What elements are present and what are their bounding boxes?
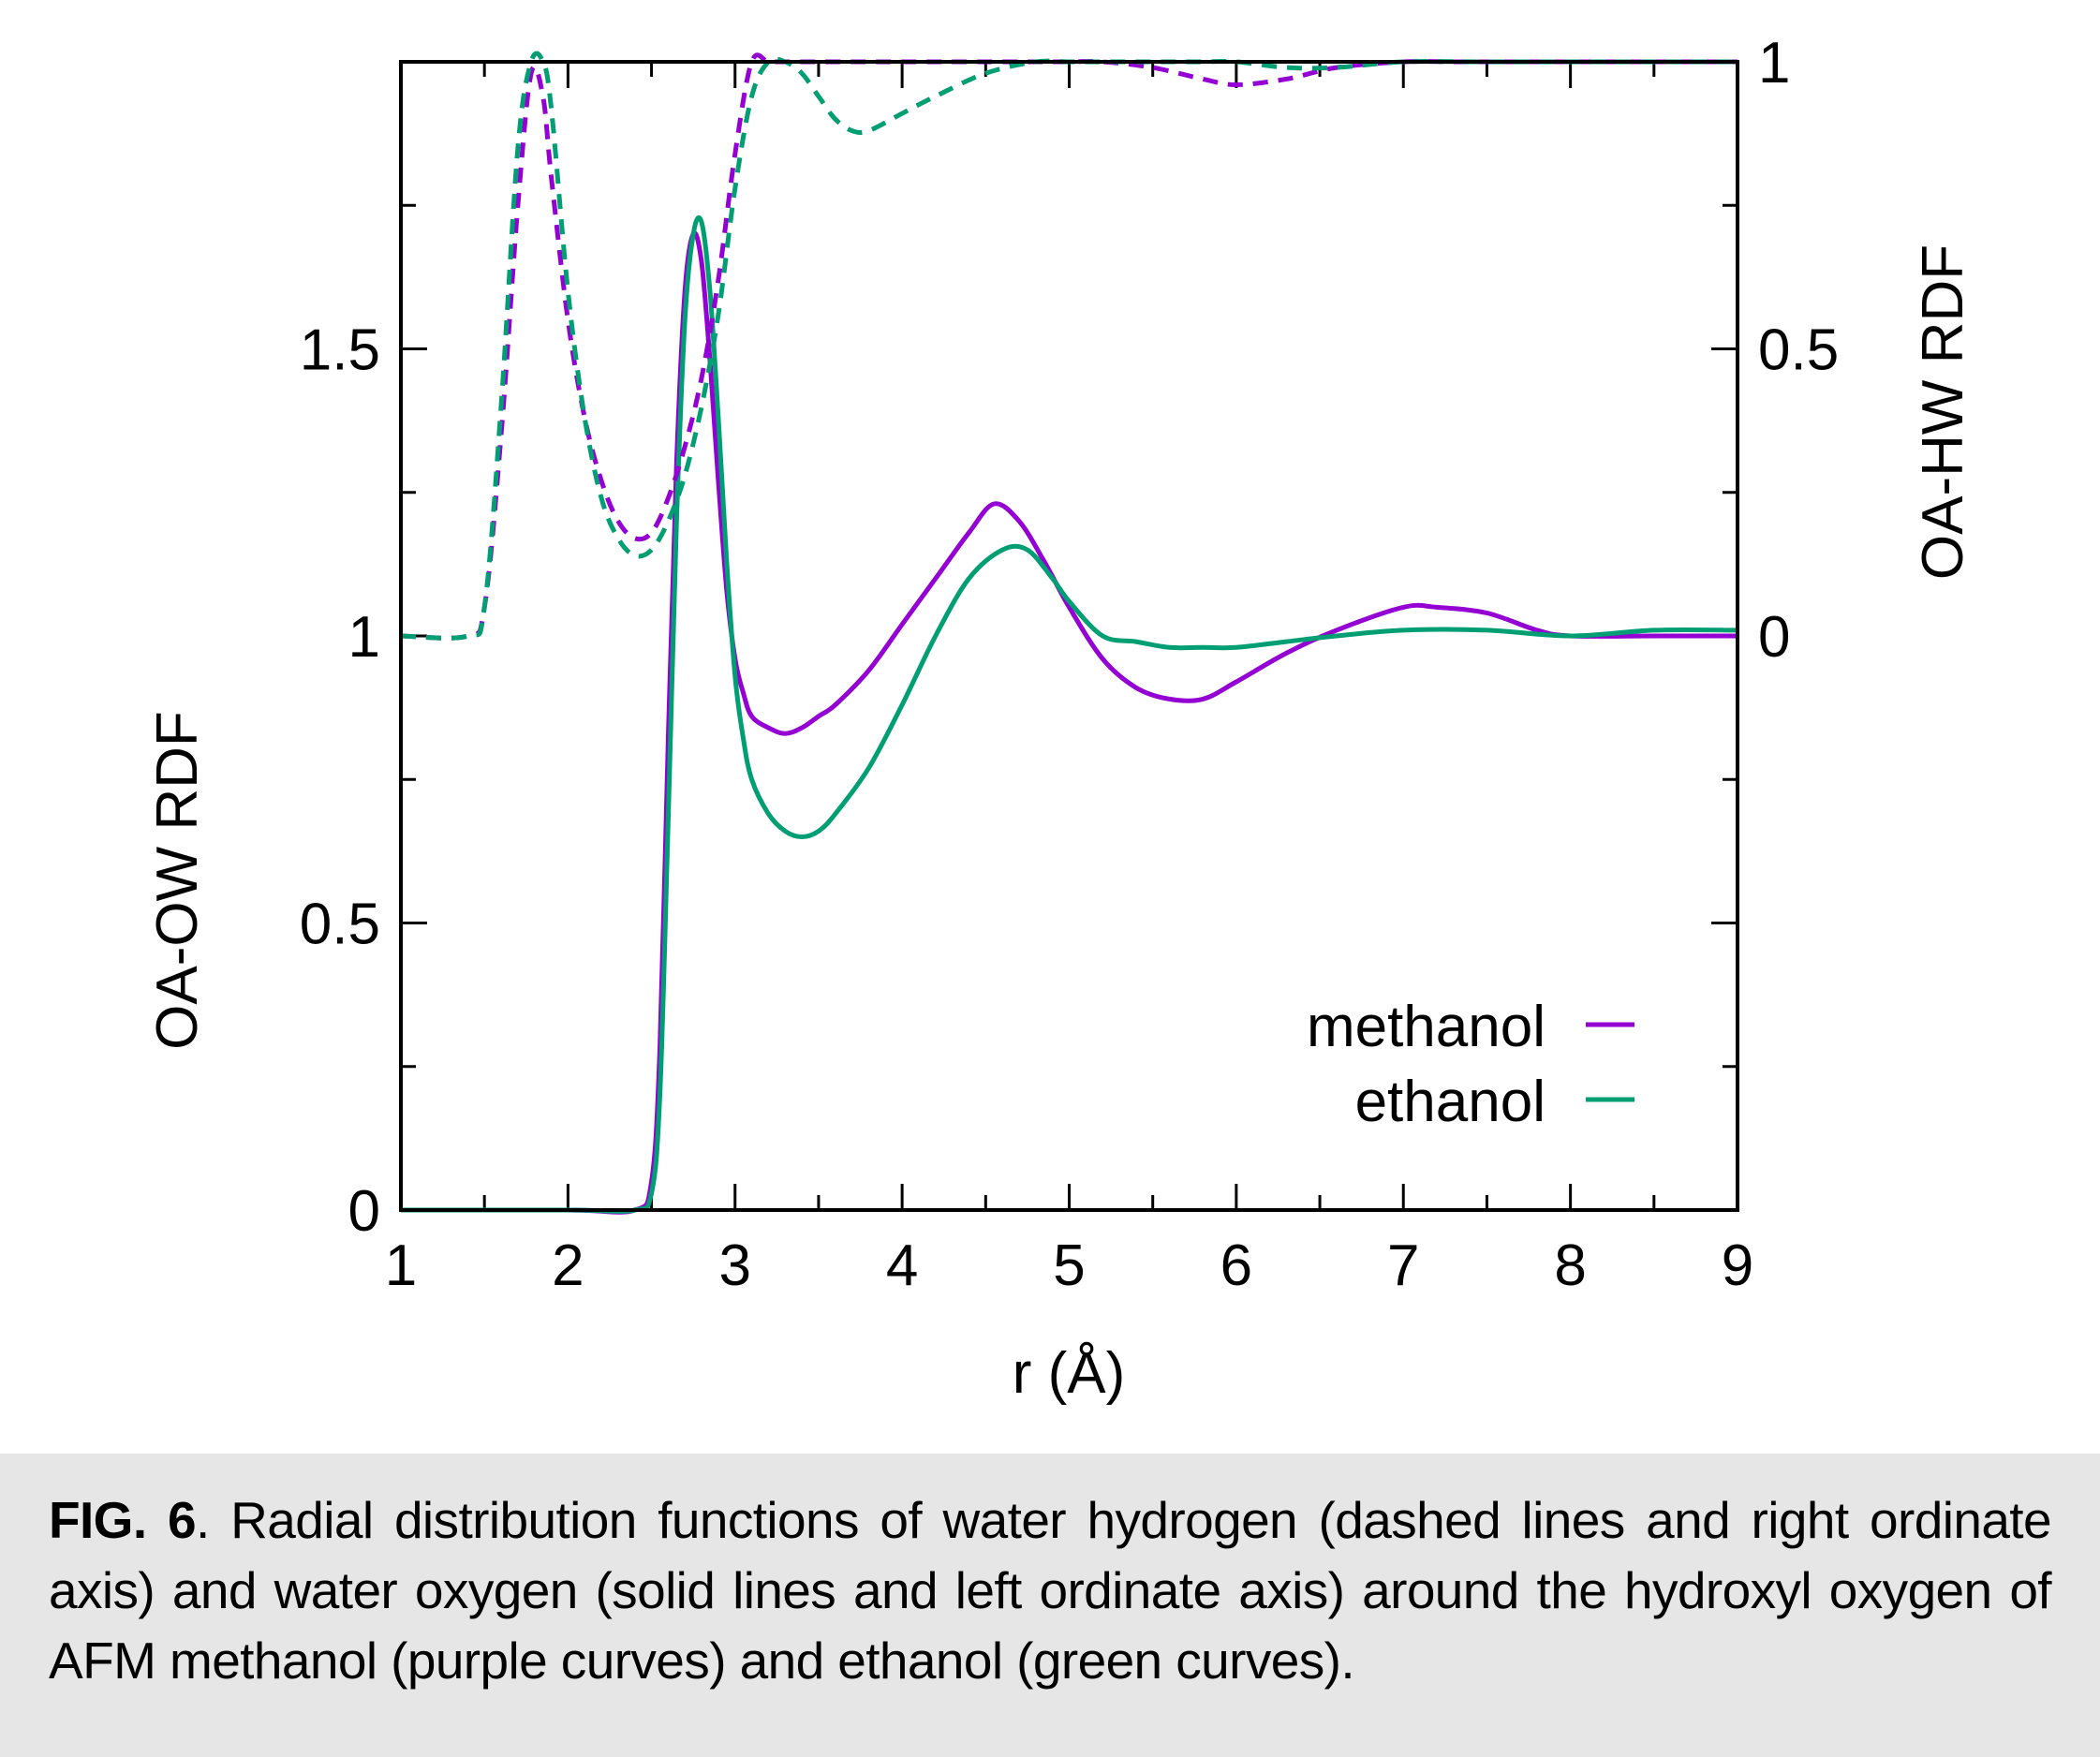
caption-text: FIG. 6. Radial distribution functions of…	[49, 1485, 2052, 1696]
x-tick-label: 9	[1722, 1233, 1753, 1298]
caption-body: . Radial distribution functions of water…	[49, 1491, 2052, 1690]
x-tick-label: 8	[1554, 1233, 1586, 1298]
y-left-tick-label: 1	[348, 605, 380, 670]
y-right-tick-label: 0.5	[1758, 318, 1839, 383]
plot-frame	[399, 60, 1739, 1212]
series-line-ethanol-dashed	[400, 51, 1738, 641]
y-right-tick-label: 0	[1758, 605, 1790, 670]
left-y-axis-label: OA-OW RDF	[145, 711, 210, 1050]
axis-ticks	[399, 60, 1739, 1212]
caption-label: FIG. 6	[49, 1491, 197, 1549]
y-right-tick-label: 1	[1758, 31, 1790, 96]
legend-label-methanol: methanol	[1307, 995, 1545, 1059]
series-line-methanol-solid	[401, 230, 1738, 1215]
x-tick-label: 1	[385, 1233, 417, 1298]
right-y-axis-label: OA-HW RDF	[1911, 244, 1975, 580]
legend: methanol ethanol	[1307, 995, 1634, 1134]
rdf-chart: 1 2 3 4 5 6 7 8 9 0 0.5 1 1.5 0 0.5 1 r (Å) OA-OW RDF O…	[145, 31, 1975, 1406]
x-tick-label: 5	[1053, 1233, 1085, 1298]
series-line-ethanol-solid	[401, 214, 1738, 1214]
figure-caption: FIG. 6. Radial distribution functions of…	[0, 1454, 2100, 1757]
x-axis-label: r (Å)	[1013, 1341, 1126, 1406]
x-tick-label: 6	[1220, 1233, 1252, 1298]
y-left-tick-label: 1.5	[300, 318, 380, 383]
y-left-tick-label: 0	[348, 1179, 380, 1244]
x-tick-label: 7	[1387, 1233, 1419, 1298]
legend-label-ethanol: ethanol	[1355, 1070, 1545, 1134]
x-tick-label: 4	[886, 1233, 918, 1298]
x-tick-label: 2	[552, 1233, 584, 1298]
series-line-methanol-dashed	[400, 52, 1738, 641]
tick-labels: 1 2 3 4 5 6 7 8 9 0 0.5 1 1.5 0 0.5 1	[300, 31, 1839, 1298]
y-left-tick-label: 0.5	[300, 893, 380, 957]
x-tick-label: 3	[719, 1233, 751, 1298]
